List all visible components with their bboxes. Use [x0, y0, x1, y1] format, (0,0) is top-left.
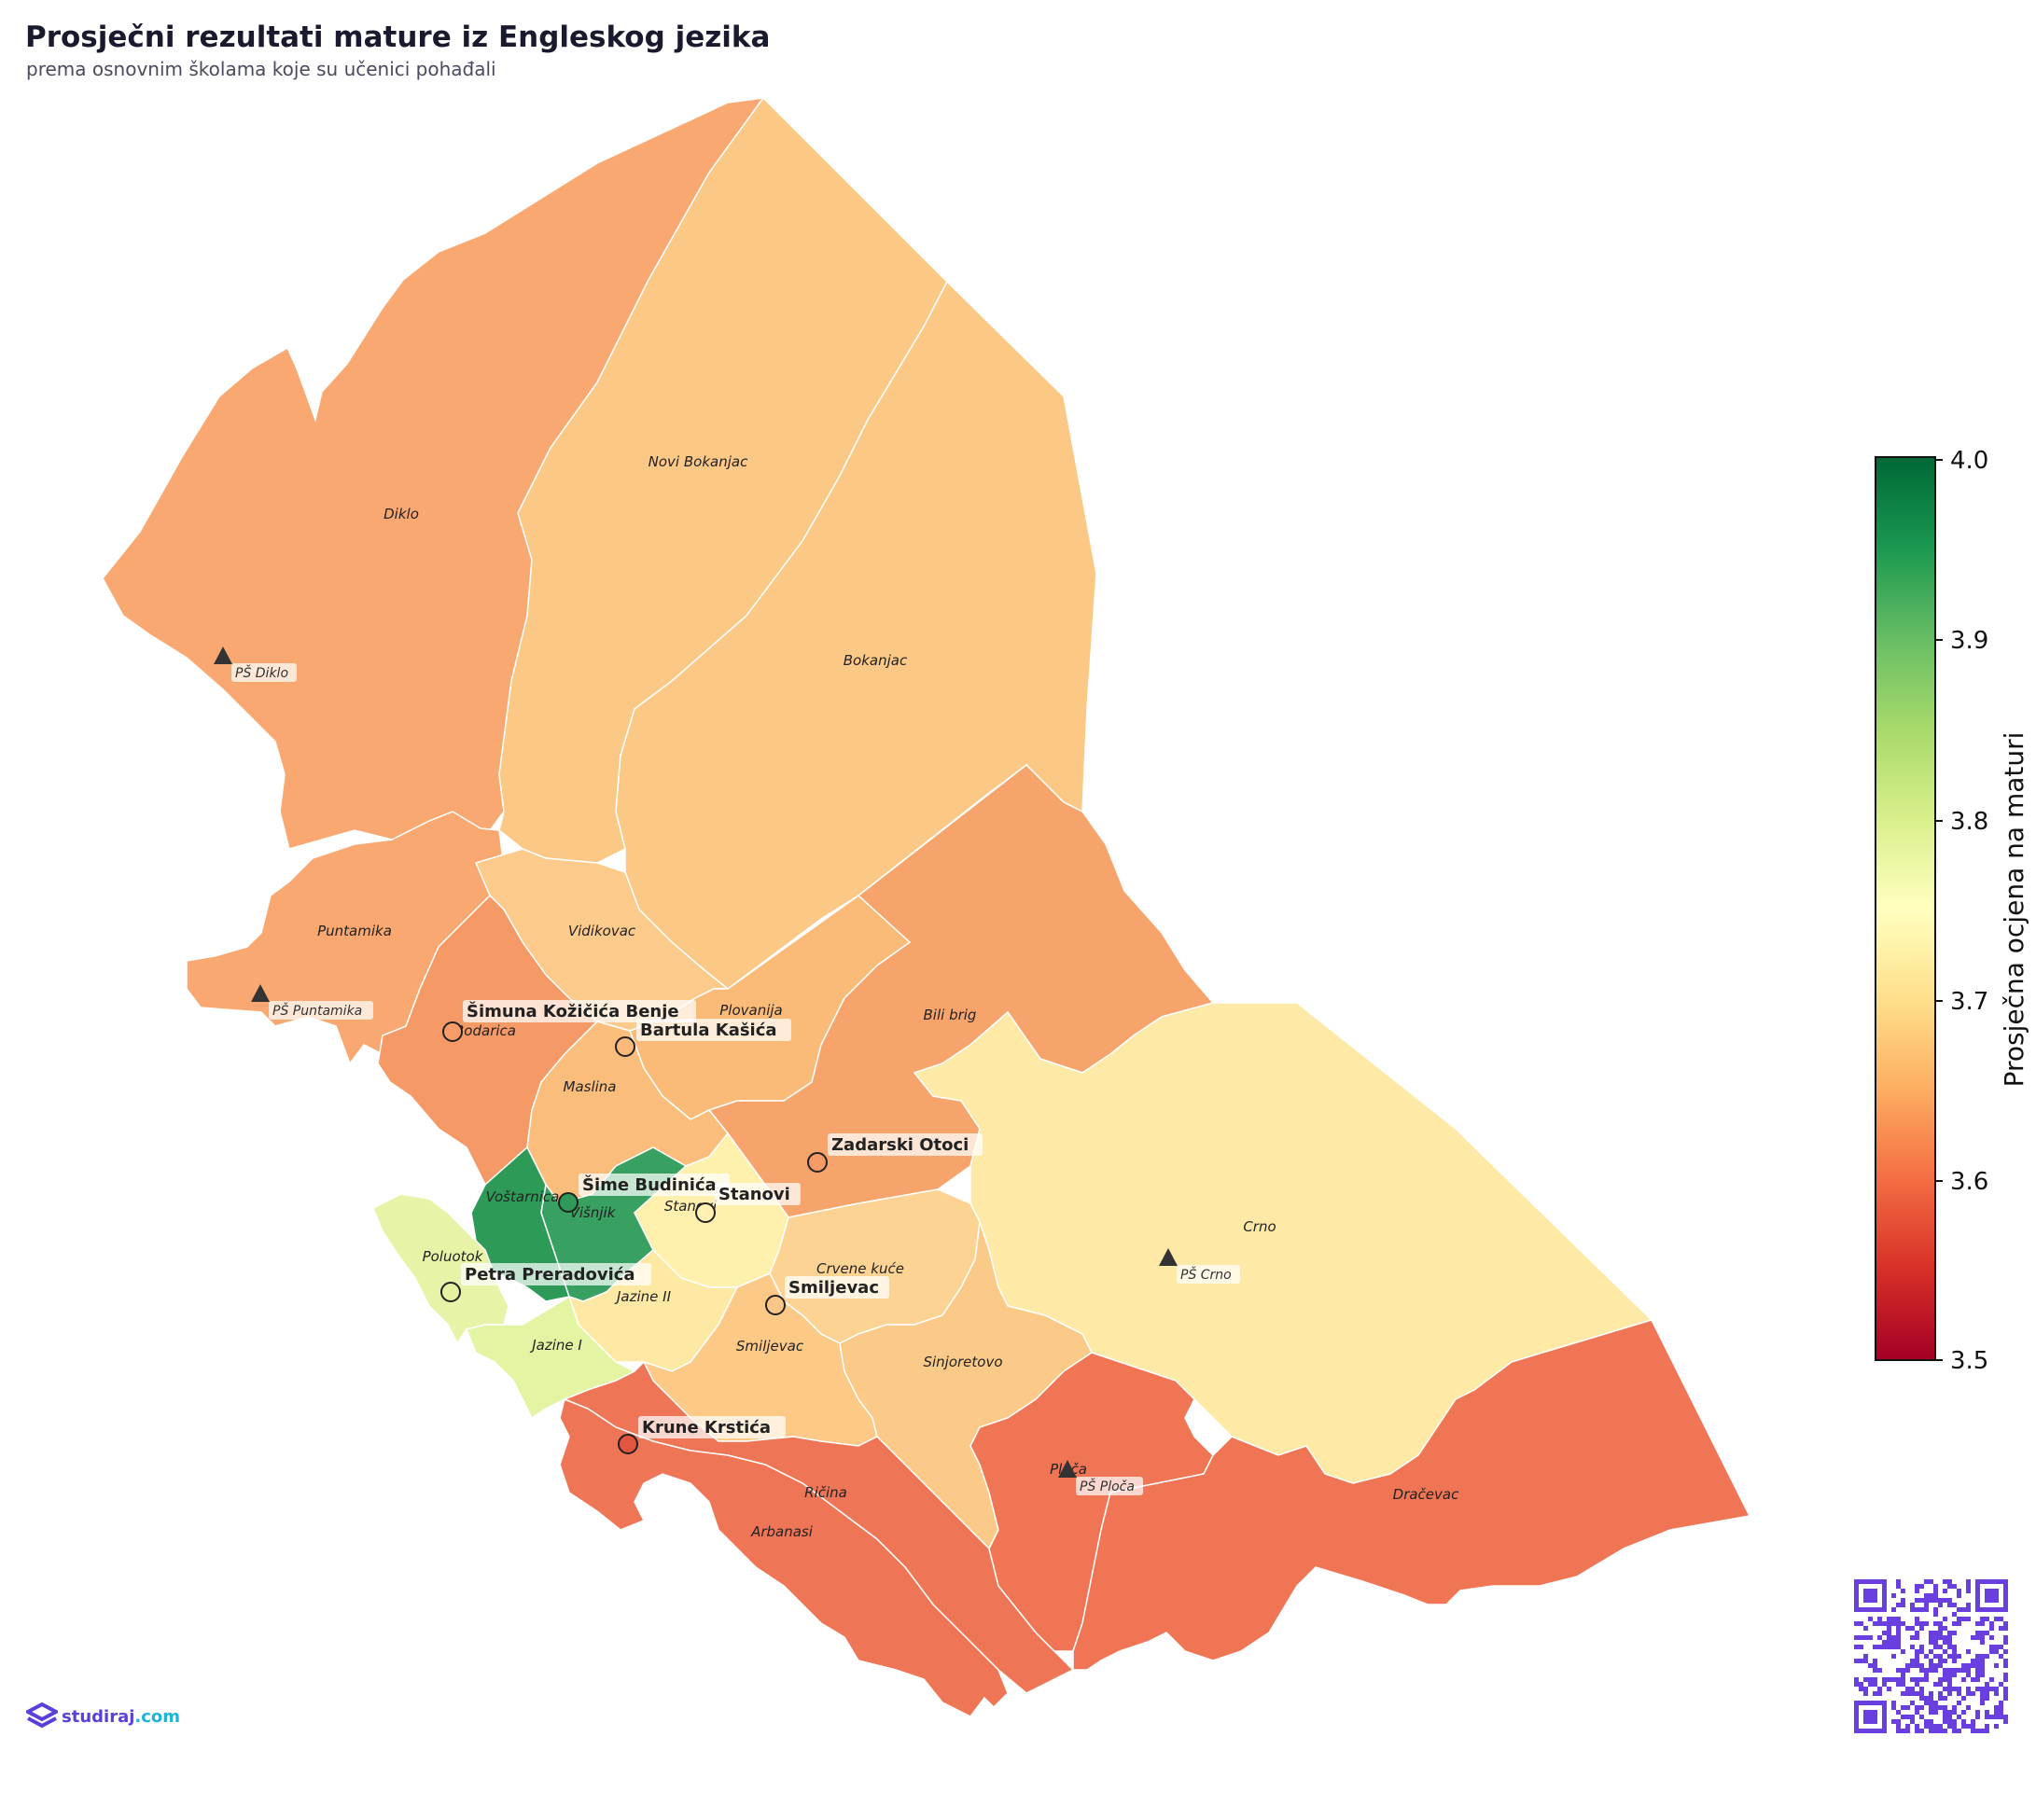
- colorbar-title: Prosječna ocjena na maturi: [1999, 732, 2029, 1088]
- colorbar-tick-label: 3.8: [1950, 808, 1988, 836]
- colorbar-tick-label: 4.0: [1950, 447, 1988, 475]
- school-marker[interactable]: Bartula Kašića: [615, 1019, 791, 1057]
- district-label: Crno: [1243, 1218, 1276, 1235]
- district-label: Bokanjac: [844, 652, 908, 669]
- map-subtitle: prema osnovnim školama koje su učenici p…: [26, 58, 496, 80]
- district-label: Maslina: [564, 1078, 617, 1095]
- school-label: Krune Krstića: [642, 1418, 771, 1438]
- district-label: Plovanija: [719, 1002, 783, 1019]
- school-marker[interactable]: Petra Preradovića: [440, 1263, 651, 1302]
- school-marker[interactable]: Zadarski Otoci: [807, 1133, 983, 1173]
- school-label: Bartula Kašića: [640, 1021, 777, 1040]
- school-markers: Šimuna Kožičića Benje Bartula Kašića Zad…: [440, 1000, 983, 1454]
- regional-school-markers: PŠ Diklo PŠ Puntamika PŠ Crno PŠ Ploča: [214, 646, 1240, 1495]
- district-label: Puntamika: [317, 923, 392, 939]
- district-label: Bodarica: [454, 1022, 516, 1039]
- colorbar-gradient: [1875, 456, 1936, 1361]
- colorbar-ticks: 4.0 3.9 3.8 3.7 3.6 3.5: [1935, 447, 1988, 1375]
- brand-name: studiraj.com: [62, 1706, 181, 1727]
- colorbar-tick-label: 3.9: [1950, 627, 1988, 655]
- studiraj-logo-icon: [26, 1702, 58, 1729]
- district-label: Ričina: [804, 1484, 847, 1501]
- school-label: Šimuna Kožičića Benje: [467, 1001, 679, 1021]
- district-label: Voštarnica: [486, 1188, 560, 1205]
- region-arbanasi[interactable]: [559, 1397, 1009, 1717]
- district-label: Bili brig: [924, 1007, 977, 1023]
- brand-logo[interactable]: studiraj.com: [26, 1702, 180, 1730]
- school-marker[interactable]: Šime Budinića: [558, 1174, 730, 1213]
- school-label: Zadarski Otoci: [831, 1135, 969, 1155]
- region-dracevac[interactable]: [1072, 1319, 1751, 1671]
- school-label: Smiljevac: [788, 1278, 879, 1298]
- district-label: Jazine II: [614, 1288, 672, 1305]
- school-marker[interactable]: Krune Krstića: [618, 1416, 786, 1454]
- school-marker[interactable]: Stanovi: [695, 1183, 801, 1223]
- regional-school-marker[interactable]: PŠ Crno: [1159, 1248, 1240, 1284]
- colorbar: 4.0 3.9 3.8 3.7 3.6 3.5 Prosječna ocjena…: [1875, 447, 2029, 1375]
- district-label: Crvene kuće: [816, 1260, 904, 1277]
- district-label: Poluotok: [423, 1248, 484, 1265]
- district-regions: [102, 96, 1751, 1717]
- school-label: Petra Preradovića: [465, 1265, 635, 1285]
- school-marker[interactable]: Smiljevac: [765, 1276, 889, 1315]
- map-title: Prosječni rezultati mature iz Engleskog …: [25, 21, 771, 54]
- district-label: Diklo: [383, 506, 419, 522]
- district-label: Višnjik: [570, 1204, 617, 1221]
- district-label: Smiljevac: [736, 1338, 804, 1355]
- regional-school-label: PŠ Crno: [1180, 1266, 1232, 1283]
- regional-school-marker[interactable]: PŠ Ploča: [1058, 1460, 1143, 1495]
- regional-school-label: PŠ Ploča: [1080, 1478, 1135, 1494]
- region-bodarica[interactable]: [377, 894, 599, 1187]
- district-labels: Diklo Novi Bokanjac Bokanjac Puntamika V…: [317, 453, 1459, 1540]
- colorbar-tick-label: 3.7: [1950, 988, 1988, 1016]
- district-label: Sinjoretovo: [923, 1354, 1002, 1370]
- regional-school-marker[interactable]: PŠ Puntamika: [251, 984, 373, 1020]
- school-label: Šime Budinića: [582, 1174, 717, 1195]
- district-label: Vidikovac: [568, 923, 636, 939]
- regional-school-label: PŠ Diklo: [235, 664, 288, 681]
- school-label: Stanovi: [718, 1185, 790, 1204]
- school-marker[interactable]: Šimuna Kožičića Benje: [442, 1000, 696, 1042]
- colorbar-tick-label: 3.5: [1950, 1347, 1988, 1375]
- qr-code-icon[interactable]: [1854, 1579, 2008, 1733]
- regional-school-label: PŠ Puntamika: [272, 1002, 362, 1019]
- district-label: Arbanasi: [750, 1523, 814, 1540]
- district-label: Dračevac: [1393, 1486, 1459, 1503]
- colorbar-tick-label: 3.6: [1950, 1168, 1988, 1196]
- district-label: Novi Bokanjac: [648, 453, 748, 470]
- regional-school-marker[interactable]: PŠ Diklo: [214, 646, 297, 682]
- district-label: Jazine I: [529, 1337, 582, 1354]
